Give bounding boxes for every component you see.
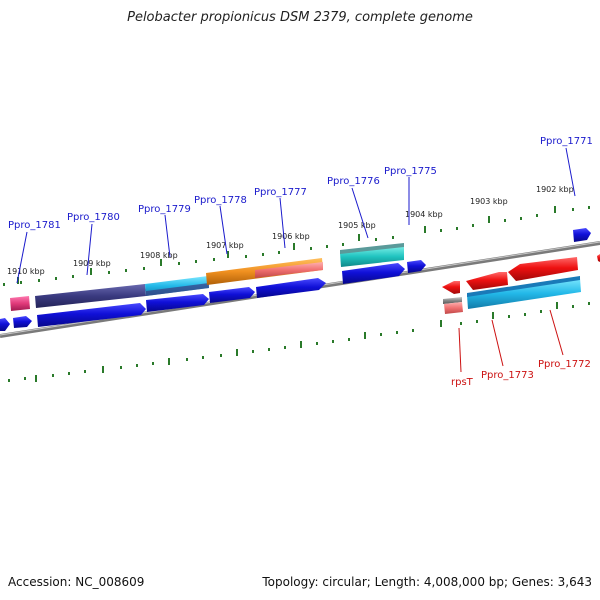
gene-label-ppro1780[interactable]: Ppro_1780: [67, 212, 120, 223]
gene-arrow-ppro1780[interactable]: [37, 303, 146, 327]
kbp-label-1903: 1903 kbp: [470, 197, 508, 206]
feature-cyan-2[interactable]: [467, 278, 581, 309]
genome-summary-text: Topology: circular; Length: 4,008,000 bp…: [262, 575, 592, 589]
gene-label-rpst[interactable]: rpsT: [451, 377, 474, 388]
kbp-label-1907: 1907 kbp: [206, 241, 244, 250]
gene-label-ppro1779[interactable]: Ppro_1779: [138, 204, 191, 215]
kbp-label-1906: 1906 kbp: [272, 232, 310, 241]
top-gene-labels: Ppro_1781 Ppro_1780 Ppro_1779 Ppro_1778 …: [8, 136, 593, 231]
gene-arrow-edge[interactable]: [597, 254, 600, 262]
gene-arrow-ppro1779[interactable]: [146, 294, 209, 312]
gene-arrow[interactable]: [0, 318, 10, 331]
kbp-label-1905: 1905 kbp: [338, 221, 376, 230]
label-connectors: [16, 147, 576, 373]
accession-text: Accession: NC_008609: [8, 575, 145, 589]
kbp-label-1908: 1908 kbp: [140, 251, 178, 260]
feature-navy-2[interactable]: [146, 283, 209, 296]
gene-arrow-ppro1773[interactable]: [466, 272, 508, 290]
gene-label-ppro1772[interactable]: Ppro_1772: [538, 359, 591, 370]
gene-arrow[interactable]: [13, 316, 32, 328]
feature-salmon[interactable]: [255, 262, 323, 278]
gene-arrow-ppro1771[interactable]: [573, 228, 591, 242]
upper-scale-track: [3, 206, 590, 286]
gene-label-ppro1778[interactable]: Ppro_1778: [194, 195, 247, 206]
gene-arrow-ppro1778[interactable]: [209, 287, 255, 303]
kbp-label-1902: 1902 kbp: [536, 185, 574, 194]
gene-label-ppro1773[interactable]: Ppro_1773: [481, 370, 534, 381]
kbp-label-1910: 1910 kbp: [7, 267, 45, 276]
gene-arrow-rpst[interactable]: [442, 281, 460, 294]
gene-arrow-ppro1776[interactable]: [342, 263, 405, 284]
feature-salmon-2[interactable]: [444, 302, 463, 314]
feature-grey-teal[interactable]: [340, 243, 404, 254]
kbp-label-1904: 1904 kbp: [405, 210, 443, 219]
feature-grey[interactable]: [443, 297, 462, 304]
lower-gene-lane[interactable]: [442, 254, 600, 314]
feature-pink[interactable]: [10, 296, 30, 311]
kbp-label-1909: 1909 kbp: [73, 259, 111, 268]
feature-blue-edge[interactable]: [467, 276, 580, 297]
upper-feature-lane[interactable]: [10, 243, 404, 311]
upper-gene-lane[interactable]: [0, 228, 591, 331]
gene-arrow-ppro1772[interactable]: [508, 257, 578, 281]
lower-scale-track: [8, 302, 590, 382]
gene-label-ppro1775[interactable]: Ppro_1775: [384, 166, 437, 177]
gene-label-ppro1777[interactable]: Ppro_1777: [254, 187, 307, 198]
gene-arrow-ppro1777[interactable]: [256, 278, 326, 298]
feature-navy[interactable]: [35, 284, 146, 308]
gene-label-ppro1771[interactable]: Ppro_1771: [540, 136, 593, 147]
kbp-labels: 1910 kbp 1909 kbp 1908 kbp 1907 kbp 1906…: [7, 185, 574, 276]
gene-arrow-ppro1775[interactable]: [407, 260, 426, 273]
map-title: Pelobacter propionicus DSM 2379, complet…: [127, 10, 473, 25]
bottom-gene-labels: rpsT Ppro_1773 Ppro_1772: [451, 359, 591, 388]
gene-label-ppro1776[interactable]: Ppro_1776: [327, 176, 380, 187]
gene-label-ppro1781[interactable]: Ppro_1781: [8, 220, 61, 231]
